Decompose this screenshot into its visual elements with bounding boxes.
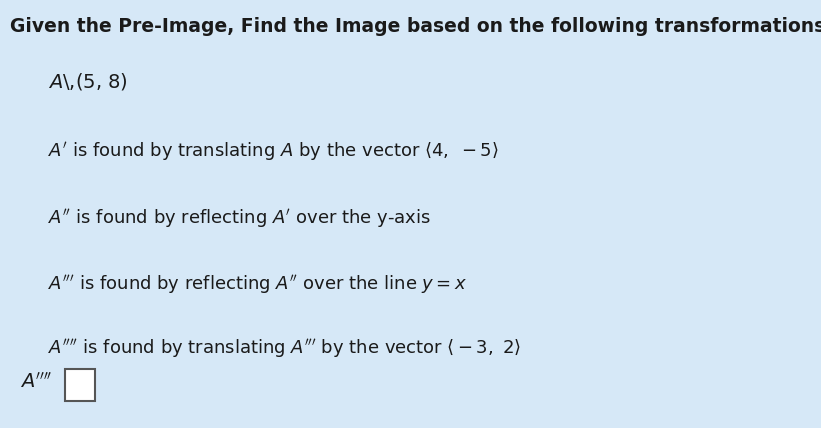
FancyBboxPatch shape [65,369,94,401]
Text: $\mathit{A}$\,(5, 8): $\mathit{A}$\,(5, 8) [48,71,127,92]
Text: $\mathit{A''''}$ is found by translating $\mathit{A'''}$ by the vector $\langle : $\mathit{A''''}$ is found by translating… [48,337,521,360]
Text: $\mathit{A''''}$: $\mathit{A''''}$ [20,372,53,392]
Text: $\mathit{A''}$ is found by reflecting $\mathit{A'}$ over the y-axis: $\mathit{A''}$ is found by reflecting $\… [48,207,430,230]
Text: $\mathit{A'''}$ is found by reflecting $\mathit{A''}$ over the line $y = x$: $\mathit{A'''}$ is found by reflecting $… [48,273,467,296]
Text: Given the Pre-Image, Find the Image based on the following transformations:: Given the Pre-Image, Find the Image base… [11,17,821,36]
Text: $\mathit{A'}$ is found by translating $\mathit{A}$ by the vector $\langle 4,\ -5: $\mathit{A'}$ is found by translating $\… [48,140,498,163]
